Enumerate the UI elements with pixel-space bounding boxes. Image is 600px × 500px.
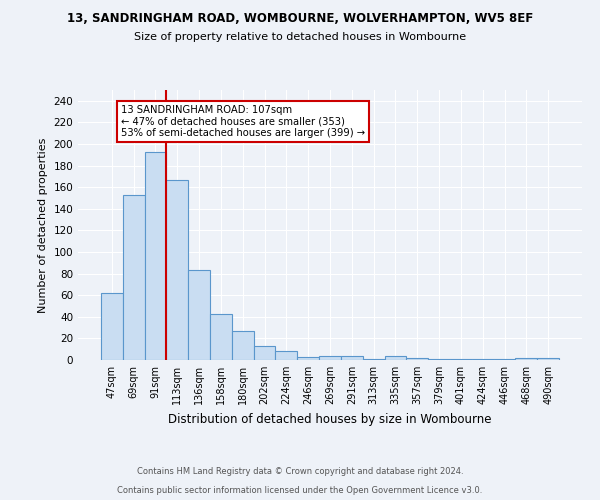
Bar xyxy=(145,152,166,360)
Y-axis label: Number of detached properties: Number of detached properties xyxy=(38,138,48,312)
Text: Size of property relative to detached houses in Wombourne: Size of property relative to detached ho… xyxy=(134,32,466,42)
Text: Contains public sector information licensed under the Open Government Licence v3: Contains public sector information licen… xyxy=(118,486,482,495)
Bar xyxy=(406,358,428,360)
Bar xyxy=(188,270,210,360)
Text: Contains HM Land Registry data © Crown copyright and database right 2024.: Contains HM Land Registry data © Crown c… xyxy=(137,467,463,476)
Text: 13, SANDRINGHAM ROAD, WOMBOURNE, WOLVERHAMPTON, WV5 8EF: 13, SANDRINGHAM ROAD, WOMBOURNE, WOLVERH… xyxy=(67,12,533,26)
Bar xyxy=(450,359,472,360)
Text: 13 SANDRINGHAM ROAD: 107sqm
← 47% of detached houses are smaller (353)
53% of se: 13 SANDRINGHAM ROAD: 107sqm ← 47% of det… xyxy=(121,105,365,138)
X-axis label: Distribution of detached houses by size in Wombourne: Distribution of detached houses by size … xyxy=(168,412,492,426)
Bar xyxy=(363,359,385,360)
Bar xyxy=(319,356,341,360)
Bar xyxy=(166,180,188,360)
Bar xyxy=(515,358,537,360)
Bar xyxy=(101,293,123,360)
Bar xyxy=(472,359,494,360)
Bar xyxy=(297,357,319,360)
Bar xyxy=(341,356,363,360)
Bar xyxy=(494,359,515,360)
Bar xyxy=(275,352,297,360)
Bar xyxy=(428,359,450,360)
Bar xyxy=(254,346,275,360)
Bar xyxy=(385,356,406,360)
Bar xyxy=(210,314,232,360)
Bar xyxy=(537,358,559,360)
Bar xyxy=(232,331,254,360)
Bar xyxy=(123,195,145,360)
